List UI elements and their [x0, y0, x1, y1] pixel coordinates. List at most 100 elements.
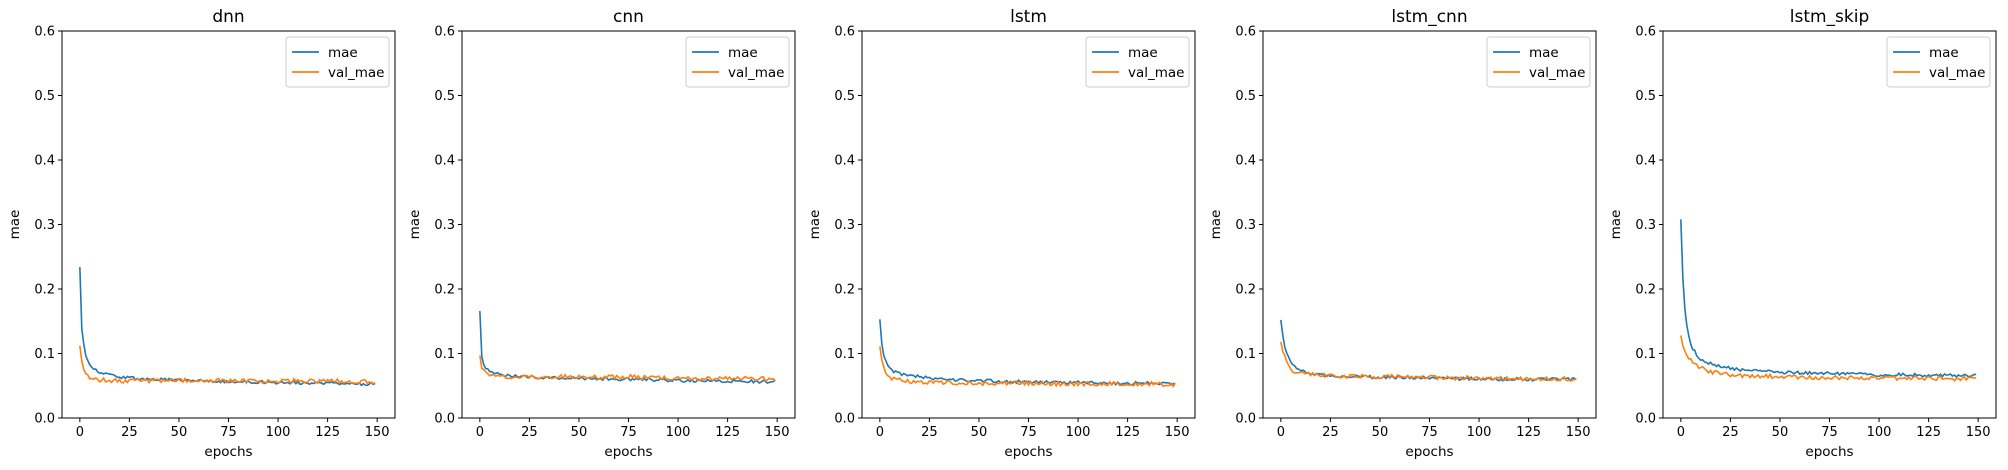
y-tick-label: 0.3: [434, 218, 455, 233]
legend-label-val_mae: val_mae: [328, 65, 385, 81]
y-axis-label: mae: [407, 210, 423, 240]
x-tick-label: 0: [476, 425, 484, 440]
x-tick-label: 50: [171, 425, 188, 440]
x-tick-label: 150: [765, 425, 790, 440]
y-axis-label: mae: [1608, 210, 1624, 240]
legend: mae val_mae: [285, 36, 390, 88]
x-tick-label: 50: [971, 425, 988, 440]
x-tick-label: 75: [620, 425, 637, 440]
y-tick-label: 0.4: [1235, 154, 1256, 169]
y-tick-label: 0.3: [834, 218, 855, 233]
y-axis-label: mae: [7, 210, 23, 240]
plot-frame: [861, 30, 1196, 419]
y-tick-label: 0.4: [1635, 154, 1656, 169]
legend-label-val_mae: val_mae: [1529, 65, 1586, 81]
series-line-mae: [479, 310, 776, 385]
subplot-title: lstm_skip: [1790, 7, 1870, 27]
y-tick-label: 0.6: [1235, 25, 1256, 40]
x-tick-label: 75: [220, 425, 237, 440]
x-tick-label: 125: [1115, 425, 1140, 440]
x-tick-label: 100: [1066, 425, 1091, 440]
legend-box: [285, 36, 390, 88]
series-line-val_mae: [879, 346, 1176, 388]
y-tick-label: 0.0: [1235, 412, 1256, 427]
y-axis-label: mae: [1208, 210, 1224, 240]
x-tick-label: 0: [876, 425, 884, 440]
subplot-dnn: dnn 0 25 50 75 100 125 150 0.0 0.1 0.2 0.3 0.4 0.5 0.6…: [7, 7, 396, 460]
series-line-mae: [1680, 219, 1977, 379]
y-tick-label: 0.2: [834, 283, 855, 298]
y-tick-label: 0.1: [434, 347, 455, 362]
legend: mae val_mae: [685, 36, 790, 88]
subplot-lstm_skip: lstm_skip 0 25 50 75 100 125 150 0.0 0.1 0.2 0.3 0.4…: [1608, 7, 1997, 460]
x-tick-label: 75: [1020, 425, 1037, 440]
legend: mae val_mae: [1085, 36, 1190, 88]
x-tick-label: 50: [1372, 425, 1389, 440]
legend-box: [1085, 36, 1190, 88]
series-line-val_mae: [479, 355, 776, 382]
y-tick-label: 0.1: [834, 347, 855, 362]
y-tick-label: 0.2: [434, 283, 455, 298]
subplot-title: dnn: [212, 7, 244, 27]
legend-label-val_mae: val_mae: [728, 65, 785, 81]
series-line-val_mae: [1680, 335, 1977, 382]
x-tick-label: 100: [266, 425, 291, 440]
legend-box: [685, 36, 790, 88]
y-tick-label: 0.5: [1635, 89, 1656, 104]
x-tick-label: 50: [571, 425, 588, 440]
x-tick-label: 125: [315, 425, 340, 440]
x-tick-label: 150: [365, 425, 390, 440]
legend-box: [1486, 36, 1591, 88]
x-tick-label: 0: [76, 425, 84, 440]
legend: mae val_mae: [1486, 36, 1591, 88]
subplot-lstm_cnn: lstm_cnn 0 25 50 75 100 125 150 0.0 0.1 0.2 0.3 0.4 0…: [1208, 7, 1597, 460]
legend-label-val_mae: val_mae: [1929, 65, 1986, 81]
x-tick-label: 25: [1322, 425, 1339, 440]
x-tick-label: 25: [921, 425, 938, 440]
y-tick-label: 0.0: [1635, 412, 1656, 427]
subplot-title: cnn: [613, 7, 644, 27]
plot-frame: [1662, 30, 1997, 419]
y-tick-label: 0.6: [1635, 25, 1656, 40]
legend-box: [1886, 36, 1991, 88]
series-line-val_mae: [79, 345, 376, 385]
x-tick-label: 100: [666, 425, 691, 440]
y-tick-label: 0.3: [1635, 218, 1656, 233]
legend-label-mae: mae: [1929, 45, 1959, 61]
x-axis-label: epochs: [1805, 444, 1853, 460]
y-tick-label: 0.0: [834, 412, 855, 427]
x-tick-label: 0: [1277, 425, 1285, 440]
y-tick-label: 0.5: [834, 89, 855, 104]
x-tick-label: 150: [1566, 425, 1591, 440]
y-tick-label: 0.6: [34, 25, 55, 40]
y-tick-label: 0.6: [434, 25, 455, 40]
legend-label-val_mae: val_mae: [1128, 65, 1185, 81]
y-tick-label: 0.4: [34, 154, 55, 169]
subplot-lstm: lstm 0 25 50 75 100 125 150 0.0 0.1 0.2 0.3 0.4 0.5 0.…: [807, 7, 1196, 460]
y-tick-label: 0.3: [1235, 218, 1256, 233]
x-tick-label: 100: [1467, 425, 1492, 440]
y-tick-label: 0.1: [1635, 347, 1656, 362]
series-line-val_mae: [1280, 341, 1577, 382]
legend-label-mae: mae: [1128, 45, 1158, 61]
x-tick-label: 100: [1867, 425, 1892, 440]
plot-frame: [61, 30, 396, 419]
y-tick-label: 0.3: [34, 218, 55, 233]
subplot-title: lstm: [1010, 7, 1047, 27]
y-tick-label: 0.1: [1235, 347, 1256, 362]
y-tick-label: 0.2: [1235, 283, 1256, 298]
plot-frame: [461, 30, 796, 419]
x-tick-label: 25: [1722, 425, 1739, 440]
x-tick-label: 75: [1421, 425, 1438, 440]
y-tick-label: 0.2: [34, 283, 55, 298]
x-tick-label: 25: [521, 425, 538, 440]
legend-label-mae: mae: [328, 45, 358, 61]
series-line-mae: [879, 319, 1176, 386]
y-tick-label: 0.4: [834, 154, 855, 169]
x-tick-label: 150: [1966, 425, 1991, 440]
y-tick-label: 0.6: [834, 25, 855, 40]
series-line-mae: [1280, 319, 1577, 383]
y-tick-label: 0.4: [434, 154, 455, 169]
legend-label-mae: mae: [1529, 45, 1559, 61]
x-axis-label: epochs: [604, 444, 652, 460]
